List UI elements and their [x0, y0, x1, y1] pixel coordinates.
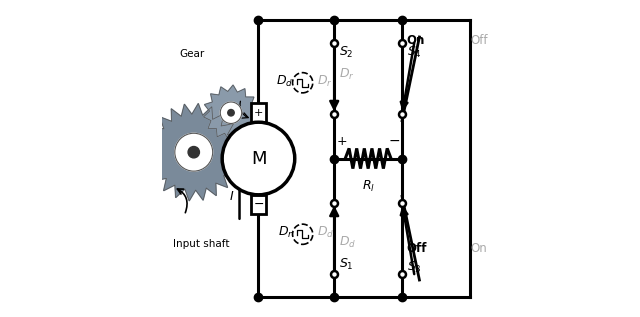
Circle shape [222, 122, 295, 195]
Text: On: On [470, 242, 487, 255]
Text: Gear: Gear [180, 49, 205, 59]
Circle shape [175, 133, 212, 171]
Circle shape [220, 102, 242, 123]
Text: $D_d$: $D_d$ [339, 235, 356, 250]
Text: Off: Off [407, 242, 428, 255]
Polygon shape [204, 85, 259, 140]
Text: $\mathsf{M}$: $\mathsf{M}$ [251, 150, 266, 167]
Text: $D_r$: $D_r$ [278, 225, 293, 240]
Text: +: + [337, 135, 348, 148]
Text: $D_d$: $D_d$ [317, 225, 334, 240]
Text: $S_4$: $S_4$ [407, 45, 422, 60]
Circle shape [292, 73, 313, 93]
Text: Off: Off [470, 34, 488, 47]
FancyBboxPatch shape [252, 195, 266, 214]
Text: −: − [388, 134, 400, 148]
Polygon shape [145, 103, 243, 201]
Text: On: On [407, 34, 425, 47]
Text: $R_l$: $R_l$ [362, 179, 374, 194]
Text: −: − [253, 198, 264, 211]
Text: $S_3$: $S_3$ [407, 260, 422, 275]
Circle shape [292, 224, 313, 244]
Circle shape [228, 109, 234, 116]
FancyBboxPatch shape [252, 103, 266, 122]
Text: $S_2$: $S_2$ [339, 45, 353, 60]
Text: $D_d$: $D_d$ [276, 74, 293, 89]
Text: $S_1$: $S_1$ [339, 257, 354, 272]
Text: $I$: $I$ [229, 190, 234, 203]
Text: $D_r$: $D_r$ [339, 67, 355, 82]
Text: +: + [254, 108, 263, 118]
Text: Input shaft: Input shaft [173, 239, 230, 249]
Text: $D_r$: $D_r$ [317, 74, 333, 89]
Circle shape [188, 146, 200, 158]
